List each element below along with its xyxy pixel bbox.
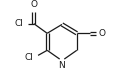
Text: O: O xyxy=(30,0,37,9)
Text: Cl: Cl xyxy=(25,53,34,62)
Text: Cl: Cl xyxy=(15,19,23,28)
Text: O: O xyxy=(99,29,106,38)
Text: N: N xyxy=(59,61,65,70)
